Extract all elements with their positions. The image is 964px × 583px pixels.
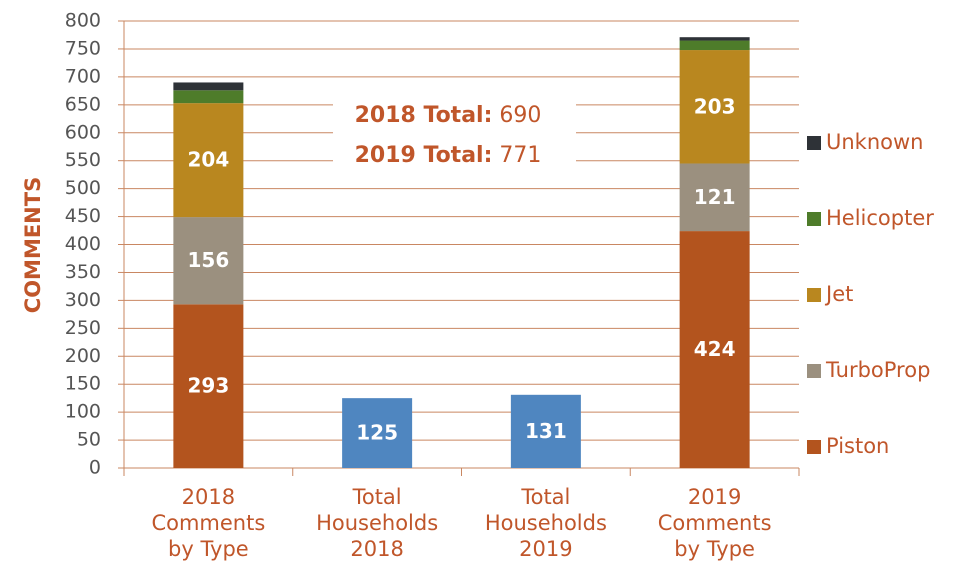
- bar-segment: [679, 40, 750, 51]
- bar-segment: [173, 217, 244, 305]
- bar-segment: [173, 82, 244, 91]
- bar-segment: [342, 398, 413, 468]
- y-tick-label: 300: [65, 289, 101, 311]
- y-tick-label: 0: [89, 457, 101, 479]
- x-tick-label: Total Households 2018: [316, 485, 439, 561]
- bar-segment: [510, 394, 581, 468]
- value-label: 121: [694, 185, 736, 209]
- annotation-background: [333, 94, 576, 174]
- legend-swatch: [807, 364, 821, 378]
- y-tick-label: 650: [65, 93, 101, 115]
- annotation: 2018 Total: 690: [355, 103, 542, 128]
- y-tick-label: 350: [65, 261, 101, 283]
- legend-label: Jet: [824, 282, 853, 306]
- value-label: 424: [694, 337, 736, 361]
- y-tick-label: 450: [65, 205, 101, 227]
- y-tick-label: 550: [65, 149, 101, 171]
- bar-segment: [679, 163, 750, 232]
- y-tick-label: 250: [65, 317, 101, 339]
- bar-segment: [173, 103, 244, 218]
- legend-label: Piston: [826, 434, 889, 458]
- bar-segment: [173, 90, 244, 104]
- annotation-label: 2018 Total:: [355, 103, 493, 128]
- bar-segment: [679, 50, 750, 164]
- y-tick-label: 100: [65, 401, 101, 423]
- x-tick-label: 2019 Comments by Type: [657, 485, 772, 561]
- bar-segment: [679, 37, 750, 41]
- legend-swatch: [807, 136, 821, 150]
- legend-label: Helicopter: [826, 206, 934, 230]
- legend-label: Unknown: [826, 130, 923, 154]
- annotation-value: 771: [499, 143, 541, 168]
- legend-label: TurboProp: [825, 358, 930, 382]
- annotation-label: 2019 Total:: [355, 143, 493, 168]
- bar-segment: [679, 231, 750, 468]
- y-tick-label: 600: [65, 121, 101, 143]
- bar-segment: [173, 304, 244, 468]
- x-tick-label: 2018 Comments by Type: [151, 485, 266, 561]
- y-tick-label: 750: [65, 37, 101, 59]
- annotation: 2019 Total: 771: [355, 143, 542, 168]
- value-label: 125: [356, 421, 398, 445]
- y-tick-label: 200: [65, 345, 101, 367]
- y-tick-label: 700: [65, 65, 101, 87]
- annotation-value: 690: [499, 103, 541, 128]
- value-label: 204: [188, 148, 230, 172]
- value-label: 156: [188, 248, 230, 272]
- value-label: 293: [188, 374, 230, 398]
- y-tick-label: 800: [65, 10, 101, 32]
- legend-swatch: [807, 440, 821, 454]
- legend-swatch: [807, 212, 821, 226]
- y-tick-label: 400: [65, 233, 101, 255]
- y-axis-title: COMMENTS: [21, 177, 45, 313]
- value-label: 203: [694, 94, 736, 118]
- y-tick-label: 50: [77, 429, 101, 451]
- y-tick-label: 500: [65, 177, 101, 199]
- value-label: 131: [525, 419, 567, 443]
- legend-swatch: [807, 288, 821, 302]
- x-tick-label: Total Households 2019: [484, 485, 607, 561]
- y-tick-label: 150: [65, 373, 101, 395]
